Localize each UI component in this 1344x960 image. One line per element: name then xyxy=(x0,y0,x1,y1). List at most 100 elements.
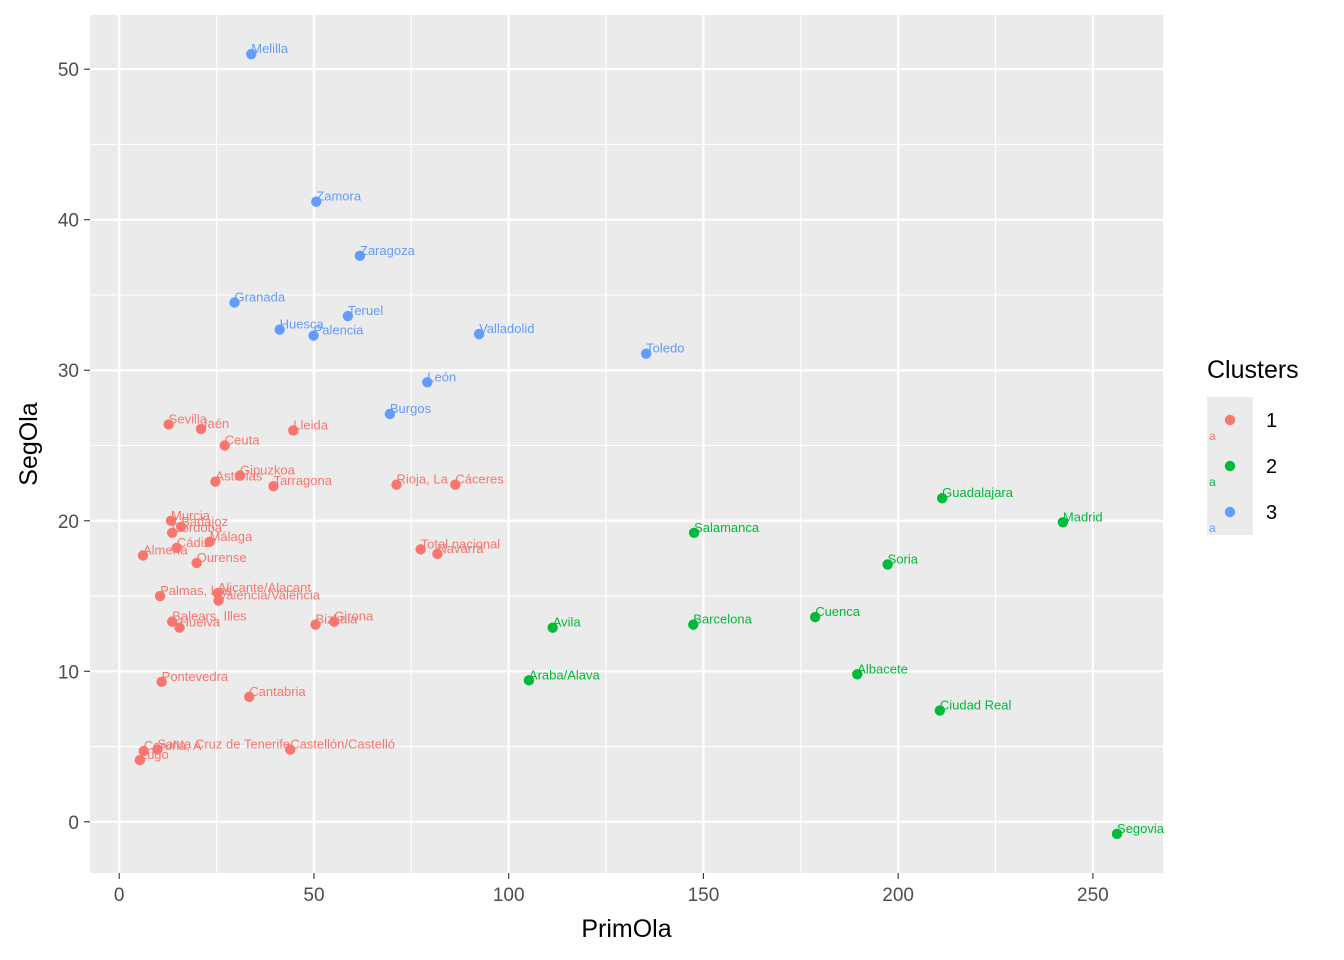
point-label: Segovia xyxy=(1117,821,1165,836)
data-point xyxy=(246,48,257,60)
data-point xyxy=(688,527,700,539)
y-tick-label: 0 xyxy=(68,813,79,834)
data-point xyxy=(882,559,893,570)
data-point xyxy=(234,470,246,481)
data-point xyxy=(195,423,207,435)
point-label: Santa Cruz de Tenerife xyxy=(157,737,290,752)
data-point xyxy=(219,440,230,451)
legend-key-letter: a xyxy=(1209,475,1216,489)
legend-label: 1 xyxy=(1266,410,1277,432)
point-label: Balears, Illes xyxy=(172,609,247,624)
data-point xyxy=(308,330,319,341)
point-label: Rioja, La xyxy=(397,472,449,487)
point-label: Pontevedra xyxy=(162,669,229,684)
data-point xyxy=(154,590,166,602)
data-point xyxy=(191,557,202,569)
data-point xyxy=(137,550,149,561)
point-label: Toledo xyxy=(646,341,684,356)
point-label: Jaén xyxy=(201,416,229,431)
point-label: Avila xyxy=(553,615,582,630)
data-point xyxy=(354,250,366,262)
data-point xyxy=(422,377,433,388)
data-point xyxy=(450,479,461,490)
point-label: Araba/Alava xyxy=(529,667,601,682)
point-label: Málaga xyxy=(210,529,253,544)
data-point xyxy=(688,619,699,630)
data-point xyxy=(166,616,178,627)
data-point xyxy=(274,324,285,335)
point-label: Gipuzkoa xyxy=(240,463,296,478)
data-point xyxy=(473,328,485,340)
data-point xyxy=(384,408,396,420)
point-label: Ceuta xyxy=(225,433,260,448)
data-point xyxy=(852,669,863,680)
major-gridlines xyxy=(90,15,1163,873)
data-point xyxy=(311,196,322,207)
data-point xyxy=(229,297,240,308)
legend-label: 3 xyxy=(1266,502,1277,524)
data-point xyxy=(156,676,167,688)
point-label: Bizkaia xyxy=(316,612,359,627)
data-point xyxy=(391,479,402,490)
legend-dot xyxy=(1224,414,1236,426)
data-point xyxy=(288,425,299,436)
legend-label: 2 xyxy=(1266,456,1277,478)
x-tick-label: 50 xyxy=(303,885,324,906)
data-point xyxy=(175,521,187,532)
data-point xyxy=(134,754,146,766)
point-label: Coruña, A xyxy=(144,738,202,753)
point-label: Navarra xyxy=(437,541,484,556)
data-point xyxy=(174,622,185,633)
legend: Clusters a 1 a 2 a 3 xyxy=(1207,356,1299,535)
data-point xyxy=(523,675,535,686)
data-point xyxy=(342,310,354,322)
point-label: Ourense xyxy=(197,550,247,565)
y-tick-label: 20 xyxy=(58,512,79,533)
x-tick-label: 250 xyxy=(1077,885,1109,906)
x-tick-label: 0 xyxy=(114,885,125,906)
y-tick-label: 50 xyxy=(58,60,79,81)
point-label: Huesca xyxy=(280,317,325,332)
data-point xyxy=(210,476,221,487)
point-label: Lleida xyxy=(293,417,328,432)
point-label: Cáceres xyxy=(455,472,504,487)
point-label: Almería xyxy=(143,542,189,557)
point-labels: Melilla Zamora Zaragoza Granada Teruel Huesca… xyxy=(140,41,1165,836)
point-label: León xyxy=(427,369,456,384)
data-point xyxy=(138,745,149,757)
legend-dot xyxy=(1224,506,1236,518)
data-point xyxy=(244,691,255,703)
data-point xyxy=(432,548,443,560)
point-label: Tarragona xyxy=(273,473,332,488)
data-point xyxy=(415,544,426,555)
y-tick-label: 40 xyxy=(58,211,79,232)
point-label: Soria xyxy=(888,551,919,566)
legend-key-letter: a xyxy=(1209,429,1216,443)
minor-gridlines xyxy=(90,15,1163,873)
data-point xyxy=(212,587,223,599)
data-point xyxy=(165,515,177,526)
point-label: Córdoba xyxy=(172,520,223,535)
point-label: Palmas, Las xyxy=(160,583,232,598)
plot-panel xyxy=(90,15,1163,873)
data-point xyxy=(310,619,321,630)
point-label: Burgos xyxy=(390,401,432,416)
point-label: Alicante/Alacant xyxy=(218,580,312,595)
data-point xyxy=(329,616,340,627)
point-label: Badajoz xyxy=(181,514,228,529)
point-label: Teruel xyxy=(348,303,384,318)
data-point xyxy=(166,527,178,539)
legend-key-letter: a xyxy=(1209,521,1216,535)
legend-dot xyxy=(1224,460,1236,472)
legend-title: Clusters xyxy=(1207,356,1299,384)
data-points xyxy=(134,48,1123,840)
y-tick-label: 30 xyxy=(58,361,79,382)
point-label: Cantabria xyxy=(249,684,306,699)
data-point xyxy=(1111,828,1123,840)
legend-keys: a 1 a 2 a 3 xyxy=(1207,397,1277,535)
point-label: Madrid xyxy=(1063,509,1103,524)
point-label: Murcia xyxy=(171,508,211,523)
data-point xyxy=(284,744,296,755)
x-tick-label: 100 xyxy=(493,885,525,906)
